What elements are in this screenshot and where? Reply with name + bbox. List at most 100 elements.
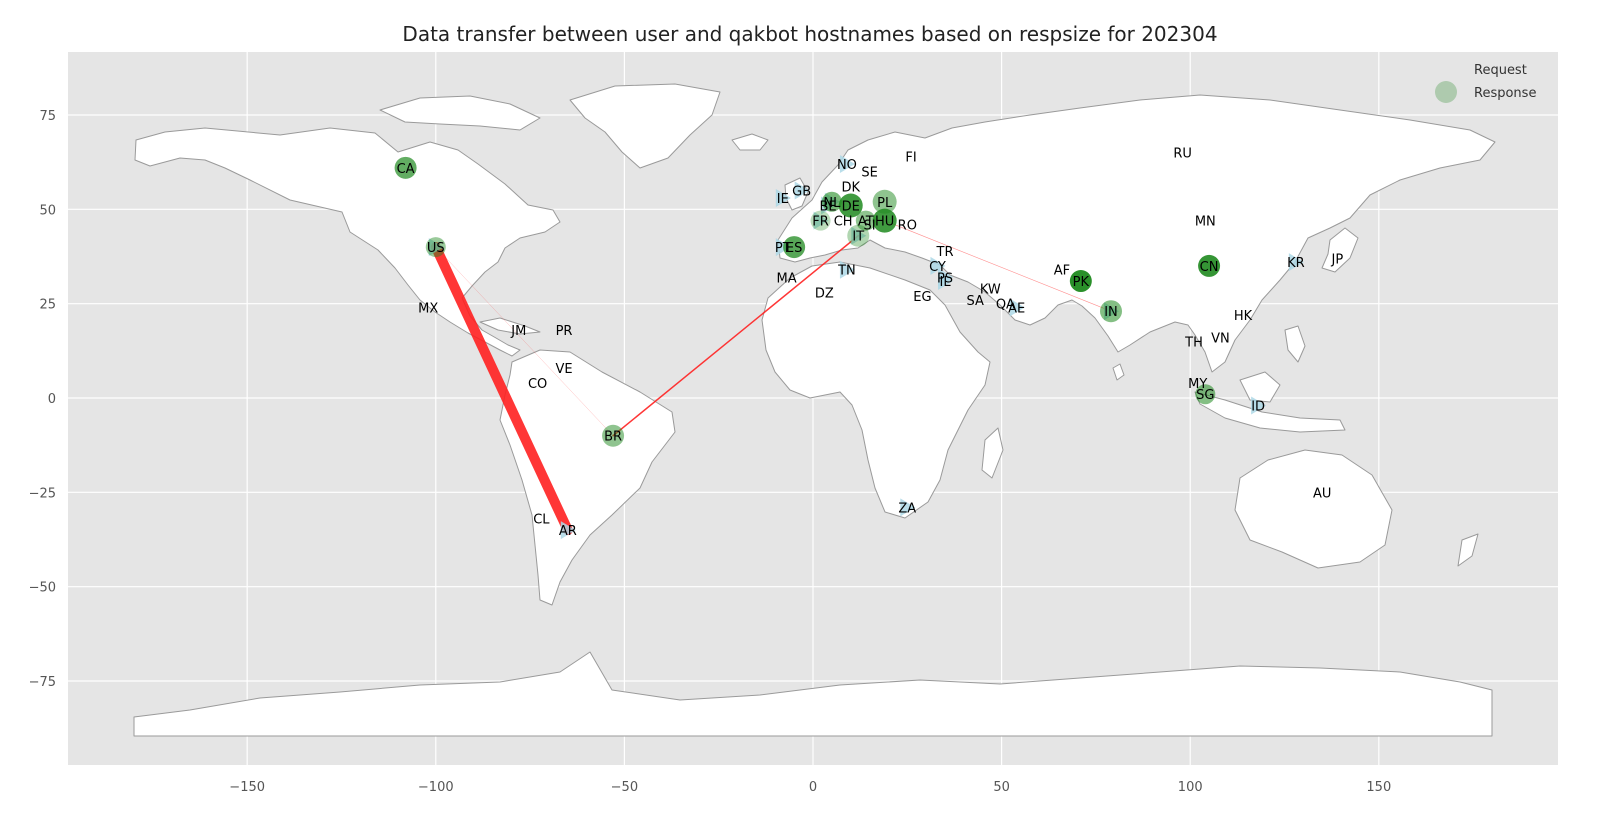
land-arctic-islands: [379, 95, 541, 131]
country-label-cn: CN: [1200, 260, 1219, 275]
country-label-br: BR: [604, 430, 622, 445]
axis-ticks: −150 −100 −50 0 50 100 150 75 50 25 0 −25 −50 −75: [29, 109, 1392, 795]
country-label-ru: RU: [1173, 147, 1192, 162]
x-tick-label: 150: [1366, 780, 1391, 795]
response-marker-pl: [872, 189, 897, 214]
country-label-mx: MX: [418, 301, 438, 316]
land-japan: [1321, 227, 1359, 273]
country-label-gb: GB: [792, 184, 811, 199]
response-marker-hu: [872, 208, 897, 233]
country-label-sg: SG: [1196, 388, 1214, 403]
response-marker-es: [783, 236, 806, 259]
request-marker-za: [900, 498, 916, 517]
request-marker-tn: [839, 260, 855, 279]
land-australia: [1234, 449, 1393, 569]
response-marker-pk: [1069, 270, 1092, 293]
country-label-ro: RO: [898, 218, 917, 233]
legend: Request Response: [1435, 63, 1536, 103]
y-tick-label: 0: [48, 392, 56, 407]
request-marker-il: [938, 272, 954, 291]
x-tick-label: −50: [611, 780, 638, 795]
request-marker-kr: [1288, 253, 1304, 272]
flow-line-us-ar: [430, 242, 573, 536]
land-madagascar: [981, 427, 1004, 479]
country-label-cl: CL: [533, 513, 550, 528]
response-marker-ca: [394, 156, 417, 179]
y-tick-label: 50: [39, 203, 56, 218]
country-label-ie: IE: [777, 192, 789, 207]
response-marker-us: [425, 237, 446, 258]
country-label-at: AT: [858, 215, 874, 230]
country-label-eg: EG: [913, 290, 931, 305]
country-label-za: ZA: [898, 501, 916, 516]
land-greenland: [569, 83, 721, 169]
response-marker-it: [847, 224, 870, 247]
land-philippines: [1284, 325, 1306, 363]
country-label-pl: PL: [877, 196, 893, 211]
legend-request-label: Request: [1474, 63, 1527, 78]
country-label-il: IL: [939, 275, 951, 290]
flow-line-br-it: [612, 234, 860, 437]
x-tick-label: 0: [809, 780, 817, 795]
request-marker-id: [1251, 396, 1267, 415]
flow-line-hu-in: [884, 220, 1112, 312]
country-label-vn: VN: [1211, 332, 1230, 347]
response-marker-cn: [1198, 254, 1221, 277]
x-tick-label: 100: [1178, 780, 1203, 795]
country-label-fr: FR: [812, 215, 829, 230]
country-label-pt: PT: [775, 241, 791, 256]
x-tick-label: 50: [993, 780, 1010, 795]
country-label-cy: CY: [929, 260, 946, 275]
country-label-ve: VE: [555, 362, 572, 377]
request-marker-no: [839, 155, 855, 174]
country-label-tr: TR: [936, 245, 954, 260]
response-marker-in: [1100, 300, 1123, 323]
x-tick-label: −150: [229, 780, 265, 795]
country-label-qa: QA: [996, 298, 1015, 313]
country-label-fi: FI: [905, 151, 916, 166]
country-label-sa: SA: [967, 294, 984, 309]
country-label-si: SI: [864, 218, 876, 233]
country-label-ca: CA: [397, 162, 415, 177]
country-label-jp: JP: [1330, 252, 1343, 267]
y-tick-label: 25: [39, 298, 56, 313]
land-antarctica: [133, 651, 1493, 737]
country-label-ps: PS: [937, 271, 953, 286]
country-label-no: NO: [837, 158, 857, 173]
response-marker-nl: [821, 191, 842, 212]
country-label-dk: DK: [841, 181, 860, 196]
land-masses: [133, 83, 1496, 737]
response-marker-br: [602, 424, 625, 447]
response-marker-de: [838, 193, 863, 218]
country-label-kw: KW: [980, 283, 1001, 298]
country-label-th: TH: [1184, 335, 1203, 350]
request-marker-it: [851, 226, 867, 245]
land-indonesia: [1194, 391, 1346, 433]
response-marker-sg: [1195, 384, 1216, 405]
country-label-tn: TN: [837, 264, 856, 279]
x-tick-label: −100: [418, 780, 454, 795]
request-marker-cy: [930, 256, 946, 275]
y-tick-label: 75: [39, 109, 56, 124]
country-label-au: AU: [1313, 486, 1331, 501]
country-label-de: DE: [842, 200, 860, 215]
country-label-my: MY: [1188, 377, 1207, 392]
country-label-ch: CH: [834, 215, 853, 230]
country-label-ma: MA: [777, 271, 797, 286]
land-new-zealand: [1457, 533, 1479, 567]
legend-response-label: Response: [1474, 86, 1536, 101]
y-tick-label: −75: [29, 675, 56, 690]
country-label-hk: HK: [1234, 309, 1253, 324]
country-label-us: US: [427, 241, 445, 256]
country-label-kr: KR: [1287, 256, 1305, 271]
country-label-nl: NL: [823, 196, 841, 211]
country-label-es: ES: [786, 241, 802, 256]
country-label-id: ID: [1251, 400, 1265, 415]
country-label-pk: PK: [1073, 275, 1090, 290]
legend-response-marker: [1435, 81, 1457, 103]
land-iceland: [731, 133, 769, 151]
country-label-in: IN: [1104, 305, 1118, 320]
